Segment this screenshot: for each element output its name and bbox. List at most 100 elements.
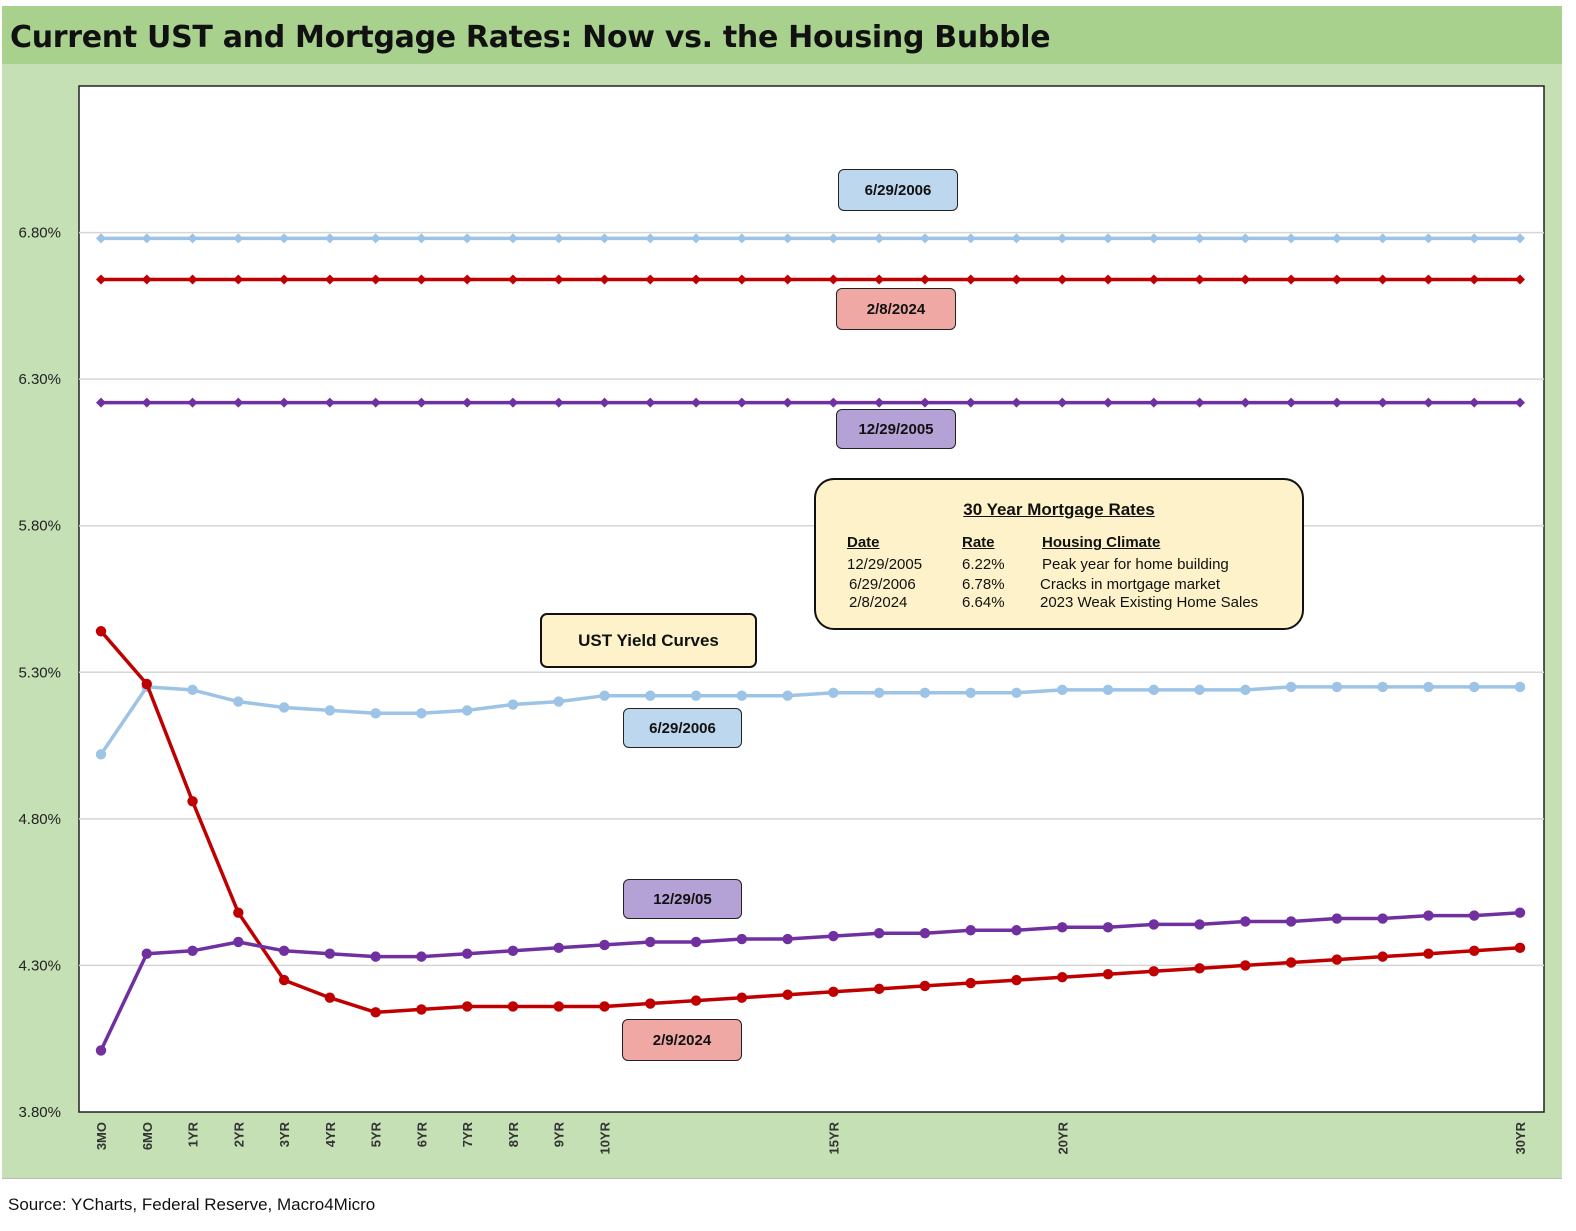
data-point <box>370 1007 381 1018</box>
data-point <box>599 939 610 951</box>
data-point <box>1148 274 1159 285</box>
data-point <box>507 233 518 244</box>
data-point <box>507 945 519 956</box>
data-point <box>1423 274 1434 285</box>
ust-2005-label: 12/29/05 <box>623 879 742 919</box>
data-point <box>919 397 930 408</box>
data-point <box>919 687 931 699</box>
data-point <box>553 942 564 954</box>
data-point <box>1057 397 1068 408</box>
y-tick-label: 5.30% <box>18 664 61 681</box>
data-point <box>553 233 564 244</box>
chart-title: Current UST and Mortgage Rates: Now vs. … <box>10 20 1051 55</box>
ust-yield-curves-callout: UST Yield Curves <box>540 613 757 668</box>
data-point <box>1377 913 1388 924</box>
row-3-climate: 2023 Weak Existing Home Sales <box>1040 594 1259 611</box>
data-point <box>233 233 244 244</box>
data-point <box>461 705 473 716</box>
data-point <box>736 233 747 244</box>
y-tick-label: 4.80% <box>18 811 61 828</box>
mortgage-2006-label: 6/29/2006 <box>838 169 958 211</box>
data-point <box>919 980 931 992</box>
series-1 <box>96 274 1525 285</box>
data-point <box>1469 945 1480 956</box>
data-point <box>1331 954 1343 965</box>
row-1-date: 12/29/2005 <box>847 556 923 573</box>
data-point <box>1148 966 1160 977</box>
data-point <box>1194 274 1205 285</box>
data-point <box>690 995 702 1006</box>
data-point <box>1285 681 1297 693</box>
y-tick-label: 6.80% <box>18 225 61 242</box>
data-point <box>1423 681 1434 693</box>
data-point <box>1286 397 1297 408</box>
data-point <box>416 274 427 285</box>
ust-2006-label: 6/29/2006 <box>623 708 742 748</box>
data-point <box>1331 397 1342 408</box>
x-tick-label: 15YR <box>826 1121 841 1154</box>
data-point <box>233 696 244 707</box>
data-point <box>1331 233 1342 244</box>
data-point <box>1423 948 1434 959</box>
x-tick-label: 3YR <box>277 1121 292 1147</box>
data-point <box>736 274 747 285</box>
data-point <box>1102 969 1114 980</box>
data-point <box>1103 274 1114 285</box>
data-point <box>1011 974 1022 986</box>
series-5 <box>95 907 1526 1056</box>
data-point <box>141 274 152 285</box>
data-point <box>1194 684 1205 696</box>
y-tick-label: 5.80% <box>18 518 61 535</box>
data-point <box>782 690 793 701</box>
data-point <box>416 233 427 244</box>
data-point <box>553 696 564 707</box>
data-point <box>828 233 839 244</box>
data-point <box>1103 233 1114 244</box>
data-point <box>187 945 198 956</box>
data-point <box>1148 397 1159 408</box>
row-2-rate: 6.78% <box>962 576 1005 593</box>
data-point <box>965 233 976 244</box>
data-point <box>553 1001 564 1012</box>
data-point <box>370 397 381 408</box>
data-point <box>1057 274 1068 285</box>
data-point <box>736 933 748 945</box>
data-point <box>553 274 564 285</box>
data-point <box>324 233 335 244</box>
mortgage-2005-label: 12/29/2005 <box>836 409 956 449</box>
x-tick-label: 1YR <box>186 1121 201 1147</box>
data-point <box>278 702 290 713</box>
data-point <box>1514 942 1526 954</box>
data-point <box>278 945 290 956</box>
data-point <box>919 274 930 285</box>
data-point <box>645 397 656 408</box>
data-point <box>141 397 152 408</box>
data-point <box>324 705 336 716</box>
data-point <box>736 397 747 408</box>
data-point <box>370 951 381 962</box>
data-point <box>1148 684 1160 696</box>
data-point <box>1377 951 1388 962</box>
data-point <box>599 397 610 408</box>
data-point <box>1057 971 1068 983</box>
data-point <box>1331 681 1343 693</box>
data-point <box>279 233 290 244</box>
data-point <box>736 992 748 1003</box>
data-point <box>1469 233 1480 244</box>
data-point <box>1515 274 1525 285</box>
data-point <box>873 927 885 939</box>
data-point <box>324 274 335 285</box>
data-point <box>691 233 702 244</box>
data-point <box>828 397 839 408</box>
x-tick-label: 9YR <box>552 1121 567 1147</box>
data-point <box>141 233 152 244</box>
data-point <box>965 925 976 936</box>
series-line <box>99 630 1521 1015</box>
x-tick-label: 30YR <box>1513 1121 1528 1154</box>
row-2-date: 6/29/2006 <box>849 576 916 593</box>
y-tick-label: 3.80% <box>18 1104 61 1121</box>
row-1-rate: 6.22% <box>962 556 1005 573</box>
data-point <box>324 992 336 1003</box>
data-point <box>828 687 839 699</box>
